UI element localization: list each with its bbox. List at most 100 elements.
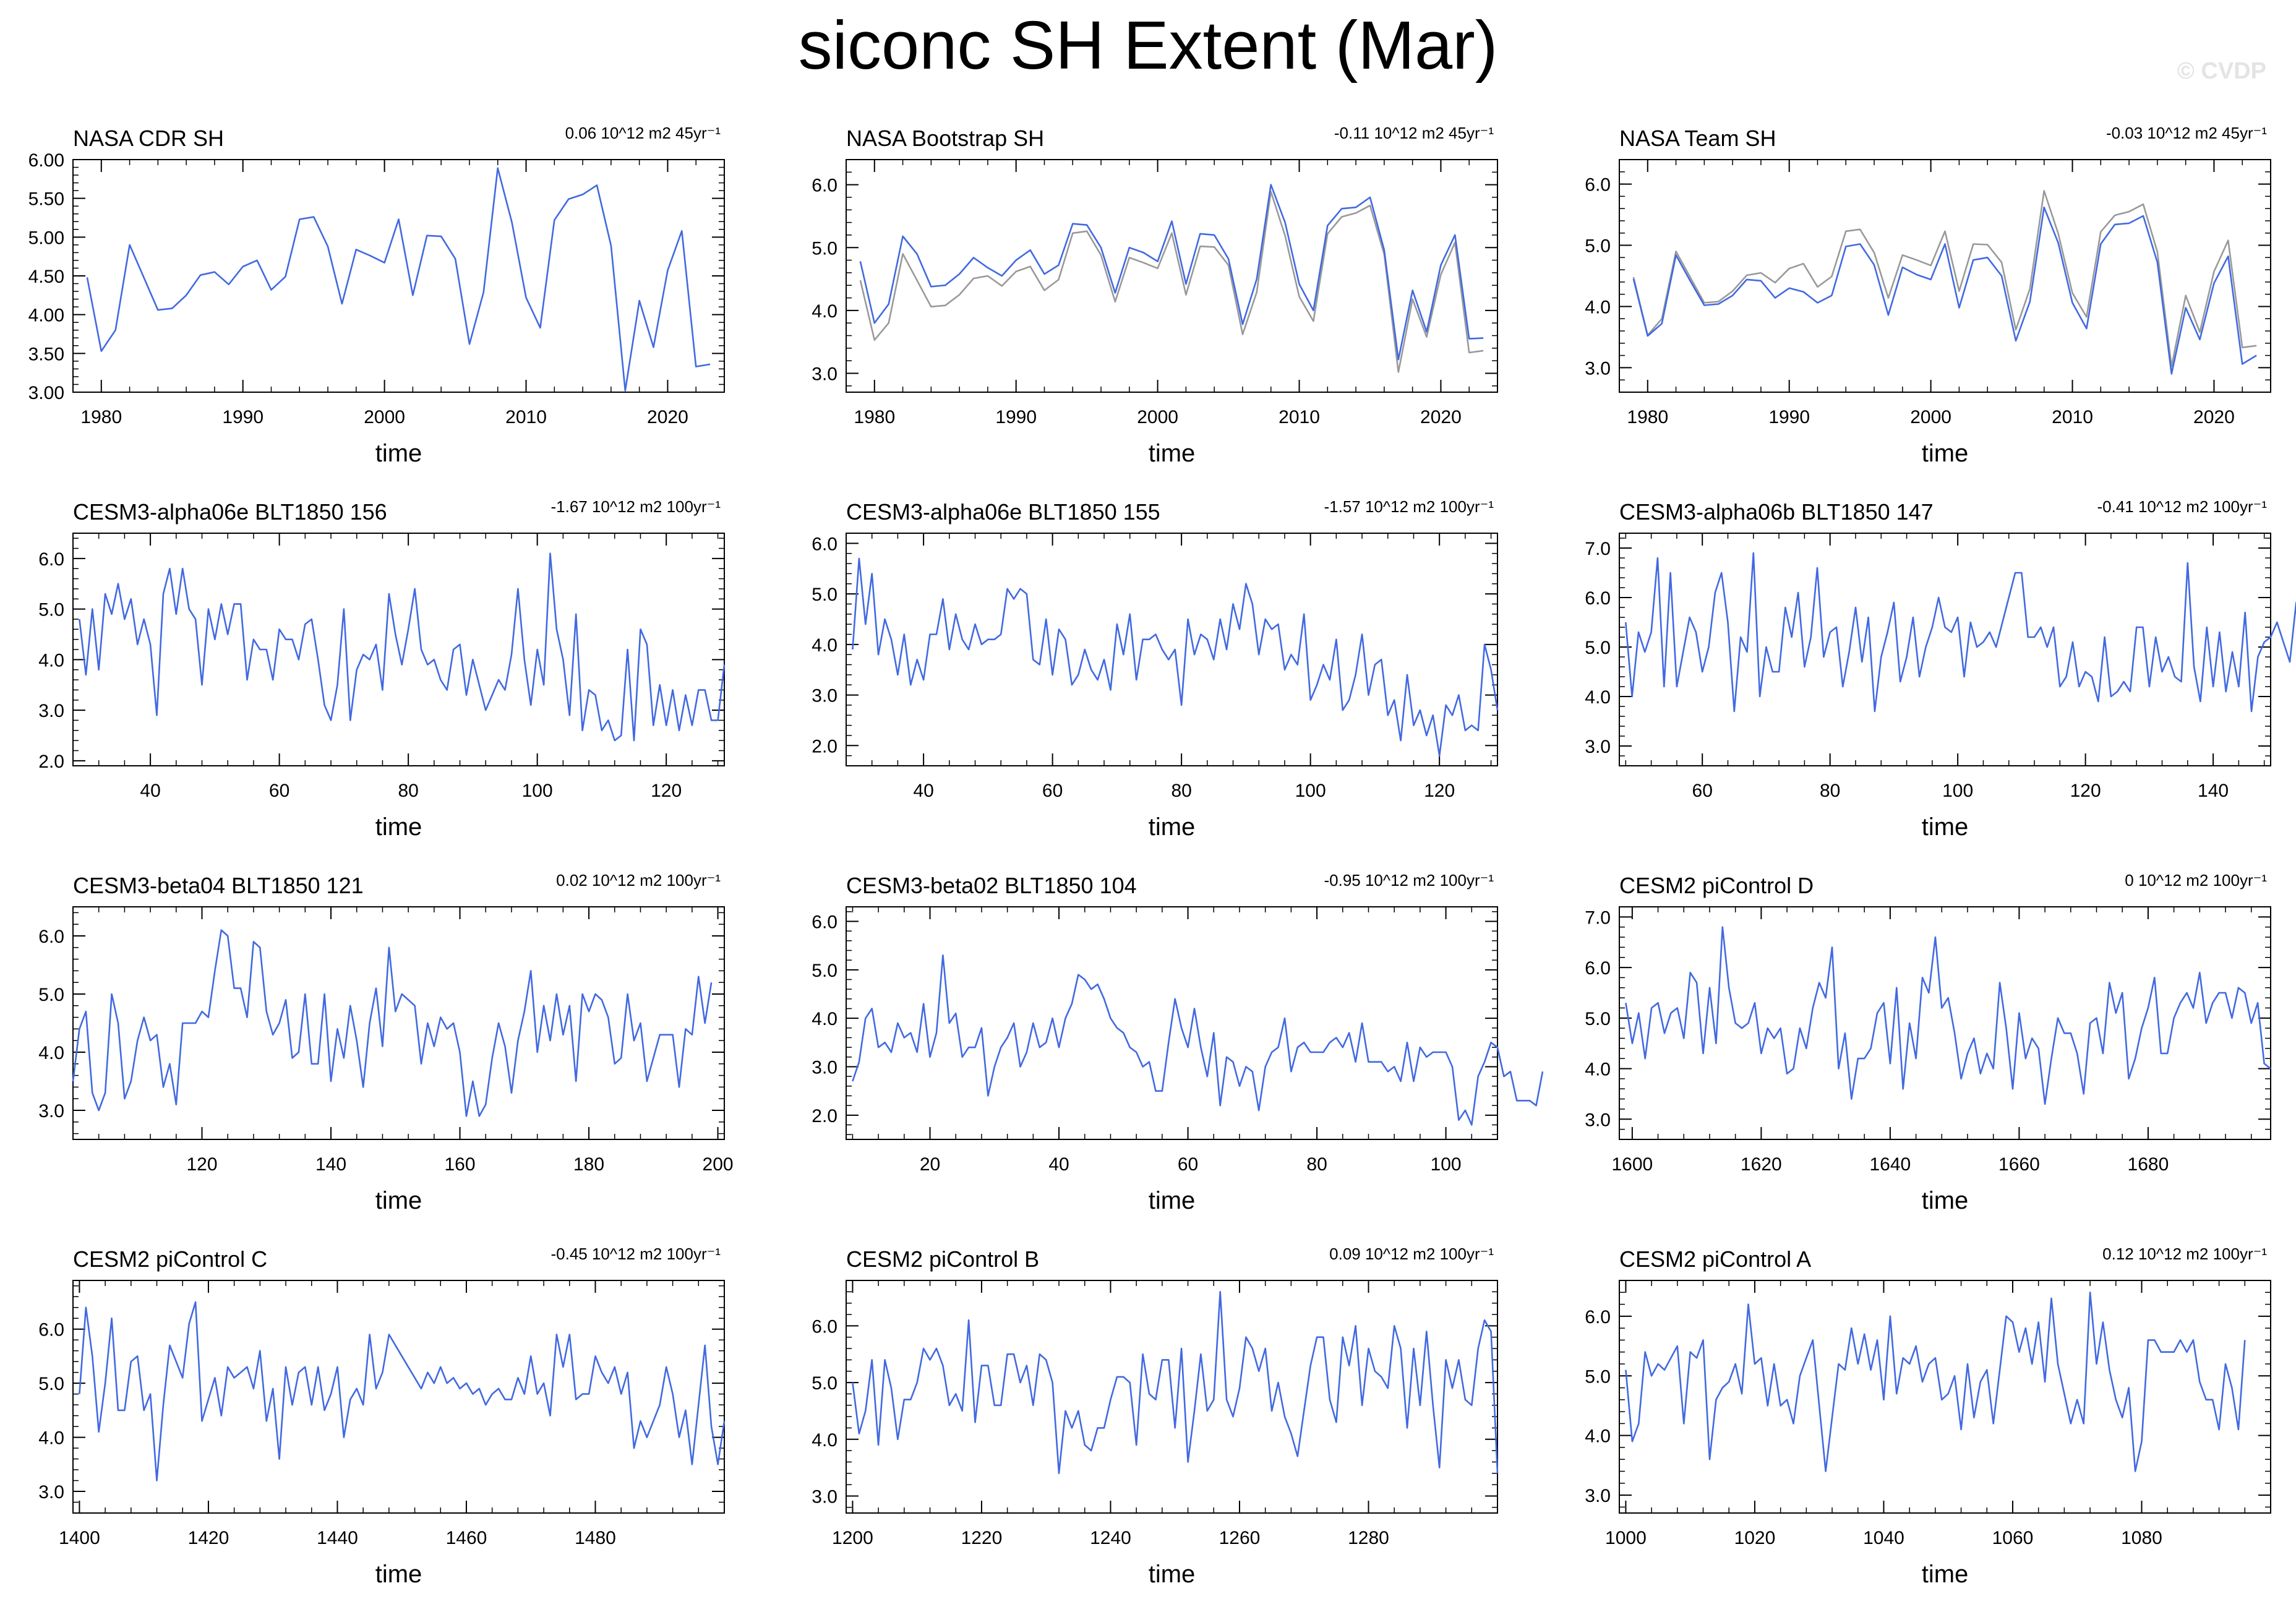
x-tick-label: 80 <box>1820 781 1840 801</box>
plot-frame <box>846 159 1498 393</box>
x-axis-label: time <box>1922 440 1969 467</box>
x-tick-label: 1420 <box>188 1528 229 1548</box>
series-line-2 <box>859 184 1484 361</box>
y-tick-label: 5.50 <box>28 189 64 210</box>
x-tick-label: 1260 <box>1219 1528 1261 1548</box>
x-tick-label: 1400 <box>59 1528 100 1548</box>
y-tick-label: 4.0 <box>1585 687 1611 708</box>
trend-label: 0.12 10^12 m2 100yr⁻¹ <box>2102 1245 2267 1263</box>
plot-frame <box>72 906 725 1140</box>
y-tick-label: 6.0 <box>1585 588 1611 609</box>
y-tick-label: 3.0 <box>1585 1486 1611 1506</box>
y-tick-label: 4.50 <box>28 267 64 287</box>
series-line-1 <box>1632 190 2257 367</box>
panel-title: CESM3-alpha06b BLT1850 147 <box>1619 499 1934 525</box>
y-tick-label: 4.0 <box>1585 297 1611 317</box>
x-tick-label: 1240 <box>1090 1528 1131 1548</box>
y-tick-label: 4.0 <box>1585 1426 1611 1447</box>
x-tick-label: 1990 <box>995 407 1037 427</box>
x-tick-label: 2000 <box>1910 407 1951 427</box>
chart-panel-7: 120 140 160 180 200 3.0 4.0 5.0 6.0 CESM3-beta04 … <box>38 871 733 1214</box>
y-tick-label: 4.00 <box>28 306 64 326</box>
x-tick-label: 100 <box>1431 1154 1462 1175</box>
x-tick-label: 80 <box>398 781 418 801</box>
y-tick-label: 6.0 <box>812 1316 837 1337</box>
x-tick-label: 1460 <box>446 1528 487 1548</box>
y-tick-label: 4.0 <box>38 1428 64 1449</box>
y-tick-label: 4.0 <box>812 635 837 656</box>
series-line-1 <box>1625 926 2271 1105</box>
x-tick-label: 100 <box>522 781 553 801</box>
x-tick-label: 1680 <box>2128 1154 2169 1175</box>
series-line-2 <box>1632 206 2257 375</box>
chart-panel-8: 20 40 60 80 100 2.0 3.0 4.0 5.0 6.0 CESM3-beta02 B… <box>812 871 1544 1214</box>
panel-title: CESM3-beta02 BLT1850 104 <box>846 873 1137 898</box>
x-tick-label: 40 <box>140 781 160 801</box>
x-tick-label: 1280 <box>1348 1528 1389 1548</box>
y-tick-label: 6.0 <box>1585 958 1611 979</box>
y-tick-label: 3.00 <box>28 383 64 403</box>
page-title: siconc SH Extent (Mar) <box>798 7 1498 84</box>
plot-frame <box>846 906 1498 1140</box>
x-tick-label: 1980 <box>80 407 122 427</box>
trend-label: -1.67 10^12 m2 100yr⁻¹ <box>550 497 721 516</box>
y-tick-label: 4.0 <box>812 1009 837 1029</box>
series-line-1 <box>79 1301 726 1481</box>
trend-label: 0 10^12 m2 100yr⁻¹ <box>2125 871 2267 890</box>
x-tick-label: 120 <box>1424 781 1455 801</box>
series-line-1 <box>852 557 1499 757</box>
chart-panel-4: 40 60 80 100 120 2.0 3.0 4.0 5.0 6.0 CESM3-alpha06… <box>38 497 726 841</box>
x-axis-label: time <box>1922 1187 1969 1214</box>
series-line-1 <box>1625 552 2296 713</box>
y-tick-label: 2.0 <box>38 752 64 772</box>
y-tick-label: 3.0 <box>1585 1110 1611 1130</box>
chart-panel-1: 1980 1990 2000 2010 2020 3.00 3.50 4.00 4.50 5.00… <box>28 124 725 467</box>
chart-panel-3: 1980 1990 2000 2010 2020 3.0 4.0 5.0 6.0 NASA Tea… <box>1585 124 2271 467</box>
y-tick-label: 6.0 <box>1585 1307 1611 1327</box>
x-tick-label: 120 <box>186 1154 217 1175</box>
panel-title: NASA Team SH <box>1619 126 1776 151</box>
y-tick-label: 4.0 <box>1585 1060 1611 1080</box>
panel-title: CESM3-beta04 BLT1850 121 <box>73 873 364 898</box>
panel-title: NASA CDR SH <box>73 126 224 151</box>
trend-label: -0.95 10^12 m2 100yr⁻¹ <box>1324 871 1494 890</box>
y-tick-label: 5.0 <box>812 1373 837 1394</box>
x-tick-label: 1000 <box>1605 1528 1647 1548</box>
x-tick-label: 1200 <box>832 1528 873 1548</box>
y-tick-label: 5.0 <box>812 238 837 259</box>
panel-title: CESM2 piControl B <box>846 1246 1039 1272</box>
trend-label: -0.41 10^12 m2 100yr⁻¹ <box>2097 497 2267 516</box>
x-tick-label: 200 <box>703 1154 734 1175</box>
x-tick-label: 80 <box>1306 1154 1327 1175</box>
y-tick-label: 4.0 <box>812 1430 837 1451</box>
trend-label: -0.03 10^12 m2 45yr⁻¹ <box>2106 124 2267 142</box>
x-tick-label: 20 <box>920 1154 940 1175</box>
panel-title: CESM3-alpha06e BLT1850 155 <box>846 499 1160 525</box>
y-tick-label: 6.0 <box>812 912 837 933</box>
plot-frame <box>72 1280 725 1514</box>
x-axis-label: time <box>1149 1561 1196 1588</box>
trend-label: -0.45 10^12 m2 100yr⁻¹ <box>550 1245 721 1263</box>
series-line-1 <box>852 954 1544 1126</box>
chart-panel-9: 1600 1620 1640 1660 1680 3.0 4.0 5.0 6.0 7.0 CESM2… <box>1585 871 2271 1214</box>
x-tick-label: 2010 <box>1279 407 1320 427</box>
x-tick-label: 2010 <box>2052 407 2093 427</box>
y-tick-label: 5.0 <box>1585 638 1611 658</box>
plot-frame <box>72 159 725 393</box>
x-tick-label: 1980 <box>1627 407 1668 427</box>
y-tick-label: 6.00 <box>28 150 64 171</box>
trend-label: -1.57 10^12 m2 100yr⁻¹ <box>1324 497 1494 516</box>
chart-panel-2: 1980 1990 2000 2010 2020 3.0 4.0 5.0 6.0 NASA Boo… <box>812 124 1498 467</box>
x-tick-label: 1600 <box>1611 1154 1653 1175</box>
x-tick-label: 2010 <box>505 407 547 427</box>
x-tick-label: 60 <box>269 781 289 801</box>
y-tick-label: 7.0 <box>1585 539 1611 559</box>
y-tick-label: 6.0 <box>38 927 64 947</box>
x-axis-label: time <box>375 813 422 841</box>
x-tick-label: 2020 <box>647 407 688 427</box>
x-tick-label: 1990 <box>1768 407 1810 427</box>
x-tick-label: 2000 <box>1137 407 1178 427</box>
watermark: © CVDP <box>2177 58 2266 84</box>
plot-frame <box>1619 1280 2271 1514</box>
